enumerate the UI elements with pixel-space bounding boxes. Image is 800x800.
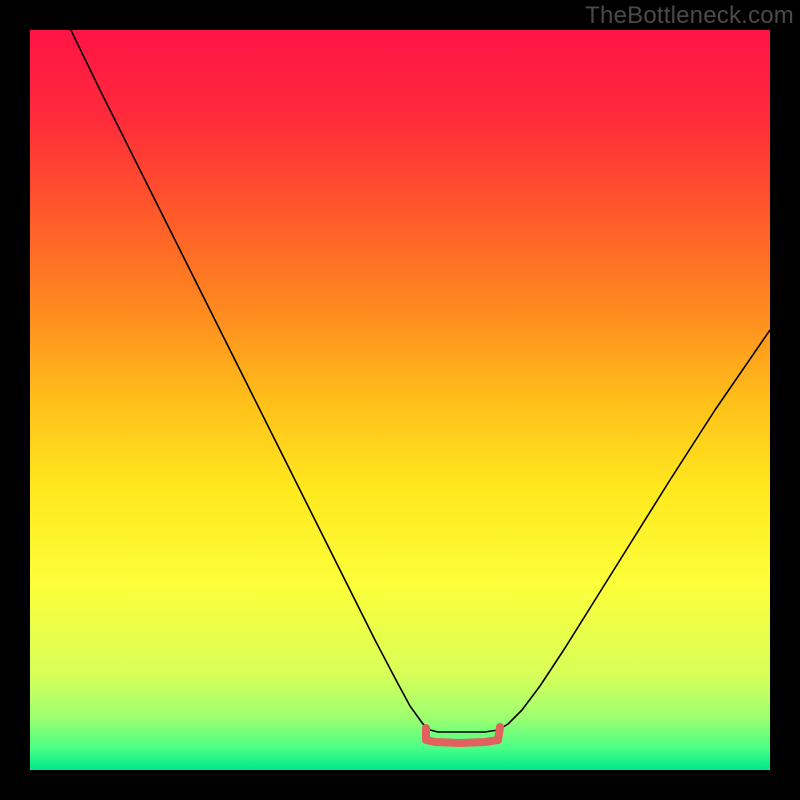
plot-area <box>30 30 770 770</box>
optimal-zone-highlight <box>426 727 500 743</box>
figure-root: TheBottleneck.com <box>0 0 800 800</box>
watermark-label: TheBottleneck.com <box>585 2 794 30</box>
curve-layer <box>30 30 770 770</box>
bottleneck-curve <box>66 30 770 732</box>
